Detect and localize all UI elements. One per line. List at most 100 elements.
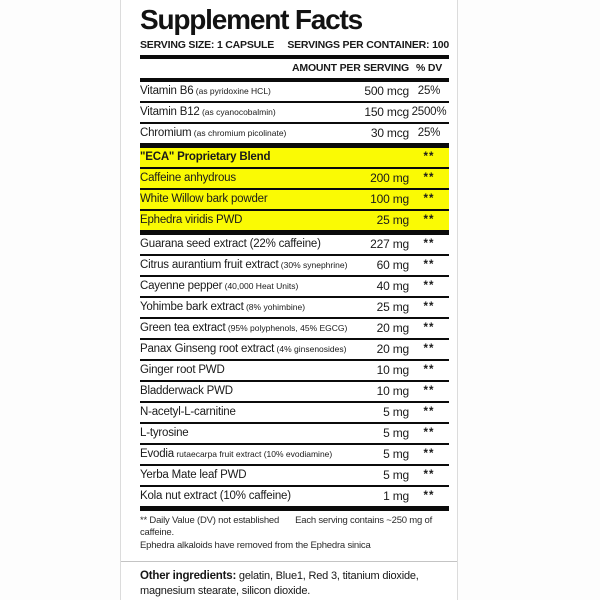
column-header-dv: % DV [415,61,443,74]
ingredient-dv: ** [423,343,435,356]
other-ingredients-label: Other ingredients: [140,570,237,583]
ingredient-amount: 10 mg [376,384,410,399]
ingredient-name: Kola nut extract (10% caffeine) [140,490,291,503]
ingredient-dv: ** [423,469,435,482]
ingredient-dv: 2500% [411,106,447,119]
ingredient-name: Citrus aurantium fruit extract (30% syne… [140,259,348,272]
ingredient-row: "ECA" Proprietary Blend ** [140,147,449,169]
dv-not-established-note: ** Daily Value (DV) not established [140,514,280,526]
ingredient-amount: 10 mg [376,363,410,378]
ingredient-amount: 60 mg [376,258,410,273]
ingredient-name: "ECA" Proprietary Blend [140,151,271,164]
ingredient-dv: ** [423,406,435,419]
ingredient-name: Ephedra viridis PWD [140,214,243,227]
ingredient-amount: 25 mg [376,213,410,228]
ingredient-amount: 500 mcg [364,84,409,99]
ingredient-name: Cayenne pepper (40,000 Heat Units) [140,280,299,293]
ingredient-dv: ** [423,427,435,440]
ingredient-detail: (as chromium picolinate) [191,128,287,139]
ingredient-amount: 30 mcg [370,126,409,141]
ingredient-dv: ** [423,364,435,377]
ingredient-row: Guarana seed extract (22% caffeine) 227 m… [140,235,449,256]
ingredient-amount: 5 mg [383,405,409,420]
ingredient-amount: 100 mg [370,192,409,207]
ingredient-row: Cayenne pepper (40,000 Heat Units) 40 mg *… [140,277,449,298]
ingredient-amount: 5 mg [383,426,409,441]
ingredient-detail: (95% polyphenols, 45% EGCG) [225,323,348,334]
ingredient-dv: ** [423,322,435,335]
ingredient-dv: 25% [417,127,441,140]
ingredient-dv: ** [423,238,435,251]
thick-divider-top [140,54,449,59]
ingredient-dv: ** [423,259,435,272]
ingredient-row: Ephedra viridis PWD 25 mg ** [140,210,449,235]
ingredient-amount: 227 mg [370,237,409,252]
ingredient-row: Chromium (as chromium picolinate) 30 mcg 2… [140,124,449,148]
ingredient-row: White Willow bark powder 100 mg ** [140,189,449,211]
ingredient-dv: ** [423,172,435,185]
ingredient-name: Vitamin B12 (as cyanocobalmin) [140,106,276,119]
ingredient-row: Caffeine anhydrous 200 mg ** [140,168,449,190]
ingredient-row: Panax Ginseng root extract (4% ginsenosi… [140,340,449,361]
ingredient-name: White Willow bark powder [140,193,268,206]
ingredient-amount: 200 mg [370,171,409,186]
ingredient-row: Citrus aurantium fruit extract (30% syne… [140,256,449,277]
ingredient-detail: (as cyanocobalmin) [199,107,276,118]
ingredient-dv: ** [423,385,435,398]
ingredient-amount: 20 mg [376,321,410,336]
ingredient-row: L-tyrosine 5 mg ** [140,424,449,445]
ingredient-detail: rutaecarpa fruit extract (10% evodiamine… [173,449,333,460]
ingredient-name: Caffeine anhydrous [140,172,236,185]
ingredient-dv: ** [423,490,435,503]
ingredient-amount: 1 mg [383,489,409,504]
serving-info-row: SERVING SIZE: 1 CAPSULE SERVINGS PER CON… [140,37,449,55]
ingredient-dv: ** [423,448,435,461]
ingredient-dv: ** [423,214,435,227]
ingredient-name: Vitamin B6 (as pyridoxine HCL) [140,85,271,98]
ingredient-row: Ginger root PWD 10 mg ** [140,361,449,382]
ingredient-row: Vitamin B12 (as cyanocobalmin) 150 mcg 250… [140,103,449,124]
caffeine-note: Each serving contains ~250 mg of caffein… [140,514,433,539]
ingredient-dv: 25% [417,85,441,98]
ingredient-row: Vitamin B6 (as pyridoxine HCL) 500 mcg 25% [140,82,449,103]
ingredient-amount: 5 mg [383,447,409,462]
ingredient-amount: 5 mg [383,468,409,483]
servings-per-container-text: SERVINGS PER CONTAINER: 100 [287,38,449,51]
ingredient-amount: 40 mg [376,279,410,294]
ingredient-name: Ginger root PWD [140,364,225,377]
ingredient-row: Kola nut extract (10% caffeine) 1 mg ** [140,487,449,511]
other-ingredients-text: gelatin, Blue1, Red 3, titanium dioxide,… [140,570,419,598]
ingredient-name: Yohimbe bark extract (8% yohimbine) [140,301,306,314]
serving-size-text: SERVING SIZE: 1 CAPSULE [140,38,275,51]
ingredient-detail: (30% synephrine) [278,260,348,271]
ingredient-name: Chromium (as chromium picolinate) [140,127,287,140]
ingredient-detail: (as pyridoxine HCL) [193,86,271,97]
ingredient-name: Green tea extract (95% polyphenols, 45% … [140,322,348,335]
ingredient-row: Bladderwack PWD 10 mg ** [140,382,449,403]
ingredient-detail: (8% yohimbine) [243,302,306,313]
label-title: Supplement Facts [140,4,363,35]
label-bottom-divider [121,561,457,563]
ingredient-row: Yerba Mate leaf PWD 5 mg ** [140,466,449,487]
ingredient-row: Yohimbe bark extract (8% yohimbine) 25 mg… [140,298,449,319]
ingredient-amount: 150 mcg [364,105,409,120]
ingredient-dv: ** [423,280,435,293]
ingredient-amount: 20 mg [376,342,410,357]
footnotes: ** Daily Value (DV) not established Each … [140,511,449,557]
ingredient-name: Panax Ginseng root extract (4% ginsenosi… [140,343,347,356]
ingredient-detail: (40,000 Heat Units) [222,281,299,292]
ingredient-detail: (4% ginsenosides) [274,344,347,355]
ingredient-dv: ** [423,193,435,206]
ingredient-name: N-acetyl-L-carnitine [140,406,236,419]
ingredient-dv: ** [423,151,435,164]
ingredient-dv: ** [423,301,435,314]
ingredient-row: Evodia rutaecarpa fruit extract (10% evo… [140,445,449,466]
column-header-amount: AMOUNT PER SERVING [292,61,409,74]
thick-divider-header [140,77,449,82]
ingredient-row: N-acetyl-L-carnitine 5 mg ** [140,403,449,424]
ingredient-row: Green tea extract (95% polyphenols, 45% … [140,319,449,340]
other-ingredients: Other ingredients: gelatin, Blue1, Red 3… [121,562,457,600]
ingredient-name: Evodia rutaecarpa fruit extract (10% evo… [140,448,333,461]
ingredient-name: Yerba Mate leaf PWD [140,469,247,482]
